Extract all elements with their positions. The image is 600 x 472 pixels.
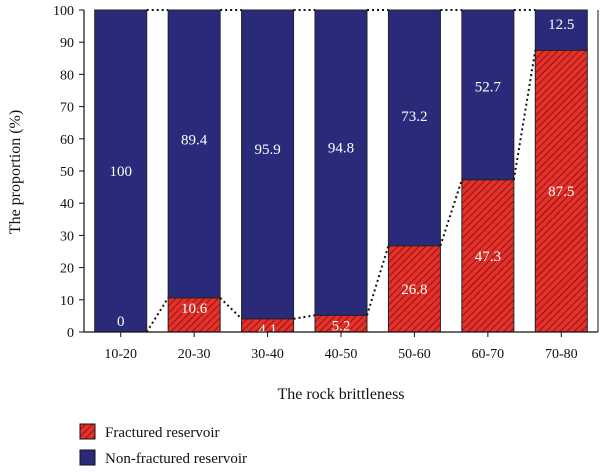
data-label-non-fractured: 12.5: [548, 17, 574, 33]
bars-group: [94, 9, 588, 333]
y-tick-label: 60: [60, 133, 74, 148]
bar-non-fractured-20-30: [167, 9, 221, 299]
x-tick-label: 60-70: [472, 347, 505, 362]
connector-segment: [512, 50, 537, 180]
x-tick-label: 20-30: [178, 347, 211, 362]
y-tick-label: 90: [60, 36, 74, 51]
bar-non-fractured-10-20: [94, 9, 148, 333]
connector-segment: [366, 245, 390, 316]
data-label-fractured: 10.6: [181, 301, 208, 317]
connector-segment: [145, 297, 169, 333]
data-label-non-fractured: 52.7: [475, 79, 502, 95]
data-label-fractured: 4.1: [258, 322, 277, 338]
data-label-non-fractured: 95.9: [254, 142, 280, 158]
x-tick-label: 70-80: [545, 347, 578, 362]
bar-non-fractured-60-70: [461, 9, 515, 181]
legend-swatch-non-fractured: [79, 449, 96, 466]
y-tick-label: 0: [67, 326, 74, 341]
bar-non-fractured-50-60: [387, 9, 441, 247]
data-label-fractured: 47.3: [475, 249, 501, 265]
x-tick-label: 30-40: [251, 347, 284, 362]
connector-segment: [219, 297, 243, 320]
legend-label-fractured: Fractured reservoir: [105, 425, 220, 441]
data-label-non-fractured: 89.4: [181, 133, 208, 149]
data-labels-group: 0 100 10.6 89.4 4.1 95.9 5.2 94.8 26.8 73.2 47.3 52…: [109, 17, 574, 338]
legend-swatch-fractured: [79, 423, 96, 440]
bar-non-fractured-40-50: [314, 9, 368, 316]
data-label-non-fractured: 73.2: [401, 109, 427, 125]
legend: Fractured reservoir Non-fractured reserv…: [79, 423, 247, 467]
bar-non-fractured-30-40: [241, 9, 295, 320]
data-label-fractured: 26.8: [401, 282, 427, 298]
connector-segment: [439, 179, 463, 247]
y-tick-label: 70: [60, 101, 74, 116]
connector-segment: [293, 314, 316, 320]
bar-fractured-20-30: [167, 297, 221, 333]
y-tick-label: 80: [60, 68, 74, 83]
y-tick-label: 50: [60, 165, 74, 180]
x-tick-label: 50-60: [398, 347, 431, 362]
data-label-non-fractured: 94.8: [328, 140, 354, 156]
y-tick-label: 100: [53, 4, 74, 19]
bar-non-fractured-70-80: [534, 9, 588, 51]
axes-group: 0 10 20 30 40 50 60 70 80 90 100 10-20 20-30 30-40 40-…: [53, 4, 599, 362]
connector-line-group: [145, 9, 537, 333]
data-label-fractured: 5.2: [332, 318, 351, 334]
y-tick-label: 30: [60, 229, 74, 244]
data-label-fractured: 87.5: [548, 184, 574, 200]
bar-fractured-50-60: [387, 245, 441, 333]
x-tick-label: 10-20: [104, 347, 137, 362]
data-label-fractured: 0: [117, 314, 125, 330]
x-axis-title: The rock brittleness: [277, 386, 404, 403]
y-tick-label: 10: [60, 294, 74, 309]
data-label-non-fractured: 100: [109, 164, 132, 180]
legend-label-non-fractured: Non-fractured reservoir: [105, 451, 247, 467]
bar-fractured-70-80: [534, 49, 588, 333]
y-axis-title: The proportion (%): [7, 110, 24, 234]
y-tick-label: 20: [60, 262, 74, 277]
x-tick-label: 40-50: [325, 347, 358, 362]
y-tick-label: 40: [60, 197, 74, 212]
